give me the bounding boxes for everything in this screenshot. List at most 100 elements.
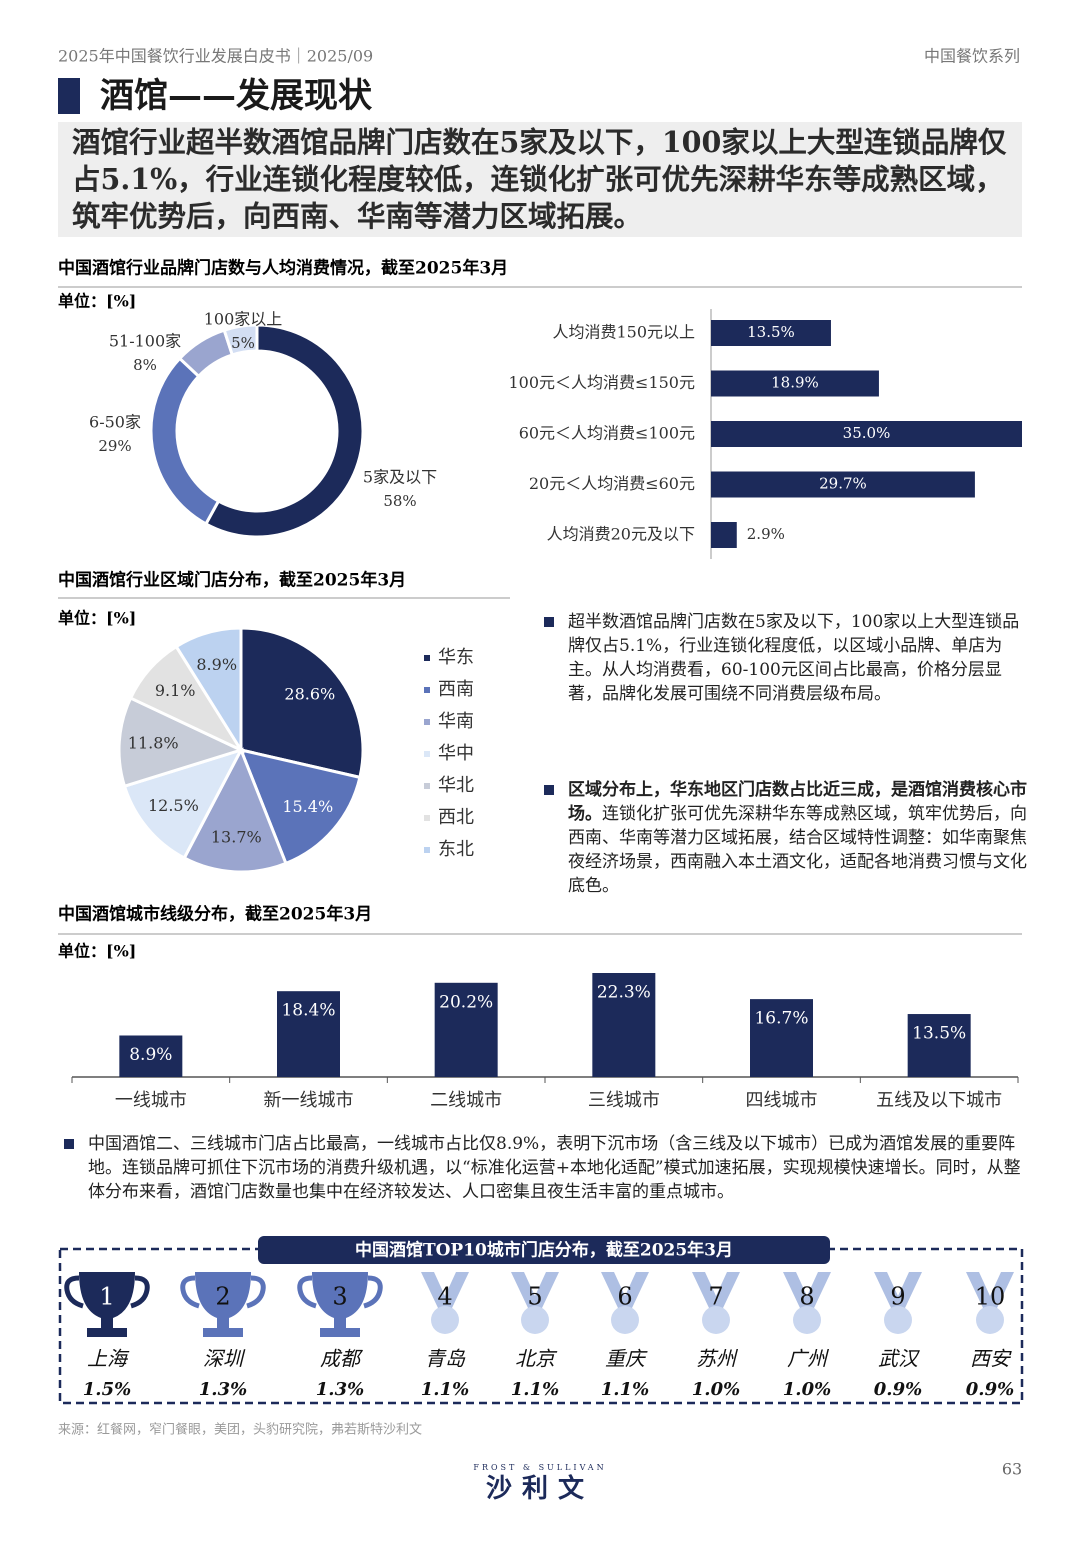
medal-ribbon — [783, 1272, 831, 1308]
slice-value: 12.5% — [148, 796, 199, 815]
slice-category: 51-100家 — [109, 332, 181, 351]
rank: 8 — [799, 1283, 814, 1311]
bullet-text: 连锁化扩张可优先深耕华东等成熟区域，筑牢优势后，向西南、华南等潜力区域拓展，结合… — [568, 804, 1027, 896]
legend-swatch — [424, 687, 430, 693]
pie-slice — [122, 747, 245, 861]
bar-value: 18.9% — [771, 374, 819, 392]
top10-title: 中国酒馆TOP10城市门店分布，截至2025年3月 — [355, 1240, 733, 1261]
header-right: 中国餐饮系列 — [924, 47, 1020, 66]
legend-swatch — [424, 815, 430, 821]
rank: 9 — [890, 1283, 905, 1311]
bar — [711, 370, 879, 397]
city: 广州 — [787, 1347, 830, 1371]
x-tick-label: 五线及以下城市 — [876, 1090, 1002, 1111]
bar — [277, 991, 340, 1077]
logo-cn: 沙利文 — [486, 1473, 594, 1504]
page-title: 酒馆——发展现状 — [100, 76, 373, 116]
legend-swatch — [424, 655, 430, 661]
city: 深圳 — [203, 1347, 246, 1371]
rank: 2 — [215, 1283, 230, 1311]
legend-swatch — [424, 751, 430, 757]
unit-label: 单位：[%] — [58, 942, 136, 961]
bar-value: 22.3% — [597, 983, 651, 1003]
slice-category: 100家以上 — [204, 310, 283, 329]
city-share: 0.9% — [966, 1379, 1014, 1400]
city-share: 1.3% — [316, 1379, 364, 1400]
bar — [907, 1014, 971, 1077]
medal — [611, 1306, 639, 1334]
bar — [592, 973, 656, 1077]
bar-category: 人均消费150元以上 — [552, 323, 695, 342]
unit-label: 单位：[%] — [58, 609, 136, 628]
x-tick-label: 三线城市 — [588, 1090, 660, 1111]
bar — [750, 999, 813, 1077]
bar — [711, 421, 1022, 447]
bullet-bold: 区域分布上，华东地区门店数占比近三成，是酒馆消费核心市场。 — [568, 780, 1027, 824]
bar-value: 29.7% — [819, 475, 867, 493]
donut-slice — [149, 356, 221, 526]
city-share: 0.9% — [874, 1379, 922, 1400]
trophy — [312, 1272, 368, 1337]
trophy — [79, 1272, 135, 1337]
medal — [976, 1306, 1004, 1334]
bar-value: 20.2% — [439, 992, 493, 1012]
city-share: 1.0% — [783, 1379, 831, 1400]
trophy — [195, 1272, 251, 1337]
medal-ribbon — [966, 1272, 1014, 1308]
unit-label: 单位：[%] — [58, 292, 136, 311]
legend-swatch — [424, 783, 430, 789]
medal-ribbon — [601, 1272, 649, 1308]
rank: 7 — [708, 1283, 723, 1311]
slice-value: 58% — [383, 492, 416, 510]
slice-value: 29% — [98, 437, 131, 455]
medal-ribbon — [421, 1272, 469, 1308]
rank: 10 — [975, 1283, 1006, 1311]
medal — [431, 1306, 459, 1334]
bar — [119, 1035, 183, 1077]
slice-value: 28.6% — [284, 685, 335, 704]
city: 成都 — [320, 1347, 364, 1371]
bar-value: 35.0% — [843, 424, 891, 442]
city-share: 1.5% — [83, 1379, 131, 1400]
logo-en: FROST & SULLIVAN — [473, 1463, 606, 1472]
x-tick-label: 一线城市 — [115, 1090, 187, 1111]
slice-value: 8.9% — [196, 655, 237, 674]
legend-label: 华中 — [438, 743, 474, 764]
section-title: 中国酒馆行业品牌门店数与人均消费情况，截至2025年3月 — [58, 258, 508, 279]
city: 北京 — [515, 1347, 558, 1371]
pie-slice — [117, 696, 246, 789]
bar-value: 13.5% — [747, 323, 795, 341]
bar — [434, 982, 498, 1077]
bar-value: 13.5% — [912, 1024, 966, 1044]
slice-value: 15.4% — [282, 797, 333, 816]
medal — [793, 1306, 821, 1334]
pie-slice — [238, 747, 362, 866]
bar — [711, 320, 831, 346]
legend-swatch — [424, 719, 430, 725]
legend-label: 东北 — [438, 839, 474, 860]
trophy-handles — [297, 1275, 383, 1309]
slice-category: 6-50家 — [89, 413, 141, 432]
summary-box: 酒馆行业超半数酒馆品牌门店数在5家及以下，100家以上大型连锁品牌仅占5.1%，… — [58, 122, 1022, 237]
trophy-handles — [64, 1275, 150, 1309]
rank: 6 — [617, 1283, 632, 1311]
bar-value: 2.9% — [747, 525, 785, 543]
bullet: 中国酒馆二、三线城市门店占比最高，一线城市占比仅8.9%，表明下沉市场（含三线及… — [64, 1132, 1028, 1204]
medal — [702, 1306, 730, 1334]
bar-category: 100元＜人均消费≤150元 — [509, 373, 696, 392]
rank: 5 — [527, 1283, 542, 1311]
bullet: 超半数酒馆品牌门店数在5家及以下，100家以上大型连锁品牌仅占5.1%，行业连锁… — [544, 610, 1023, 706]
legend-label: 华北 — [438, 775, 474, 796]
bar — [711, 522, 737, 548]
trophy-handles — [180, 1275, 266, 1309]
slice-value: 11.8% — [128, 733, 179, 752]
x-tick-label: 四线城市 — [746, 1090, 818, 1111]
rank: 3 — [332, 1283, 347, 1311]
legend-swatch — [424, 847, 430, 853]
bar — [711, 471, 975, 498]
donut-slice — [203, 323, 365, 539]
title-marker — [58, 78, 80, 114]
top10-title-pill — [258, 1236, 830, 1264]
